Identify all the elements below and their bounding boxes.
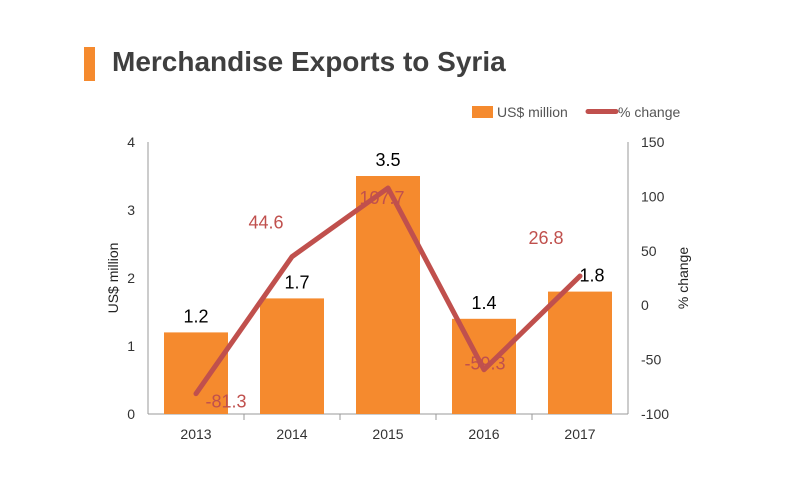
line-value-label: -59.3 — [464, 354, 505, 374]
legend-label-line: % change — [618, 104, 680, 120]
x-tick-label: 2016 — [468, 426, 499, 442]
bar — [548, 291, 612, 414]
y-tick-label: 0 — [127, 406, 135, 422]
bar-value-label: 1.7 — [284, 272, 309, 292]
y-tick-label: 1 — [127, 338, 135, 354]
y2-axis-title: % change — [675, 247, 691, 309]
line-value-label: 26.8 — [528, 228, 563, 248]
bar-value-label: 3.5 — [375, 150, 400, 170]
x-tick-label: 2014 — [276, 426, 307, 442]
bar — [260, 298, 324, 414]
x-tick-label: 2013 — [180, 426, 211, 442]
y2-tick-label: 150 — [641, 134, 665, 150]
line-value-label: 44.6 — [248, 213, 283, 233]
bar — [356, 176, 420, 414]
title-accent-bar — [84, 47, 95, 81]
bar-value-label: 1.8 — [579, 266, 604, 286]
bar — [164, 332, 228, 414]
line-value-label: 107.7 — [359, 188, 404, 208]
y2-tick-label: 0 — [641, 297, 649, 313]
y-axis-title: US$ million — [105, 243, 121, 314]
legend-label-bar: US$ million — [497, 104, 568, 120]
y2-tick-label: 50 — [641, 243, 657, 259]
bar-value-label: 1.2 — [183, 306, 208, 326]
line-value-label: -81.3 — [205, 392, 246, 412]
y2-tick-label: -100 — [641, 406, 669, 422]
y2-tick-label: -50 — [641, 352, 661, 368]
legend-bar-swatch — [472, 106, 493, 118]
y-tick-label: 2 — [127, 270, 135, 286]
y-tick-label: 3 — [127, 202, 135, 218]
bar-value-label: 1.4 — [471, 293, 496, 313]
chart-title: Merchandise Exports to Syria — [112, 46, 506, 77]
y2-tick-label: 100 — [641, 188, 665, 204]
y-tick-label: 4 — [127, 134, 135, 150]
x-tick-label: 2015 — [372, 426, 403, 442]
x-tick-label: 2017 — [564, 426, 595, 442]
line-series — [193, 185, 583, 397]
